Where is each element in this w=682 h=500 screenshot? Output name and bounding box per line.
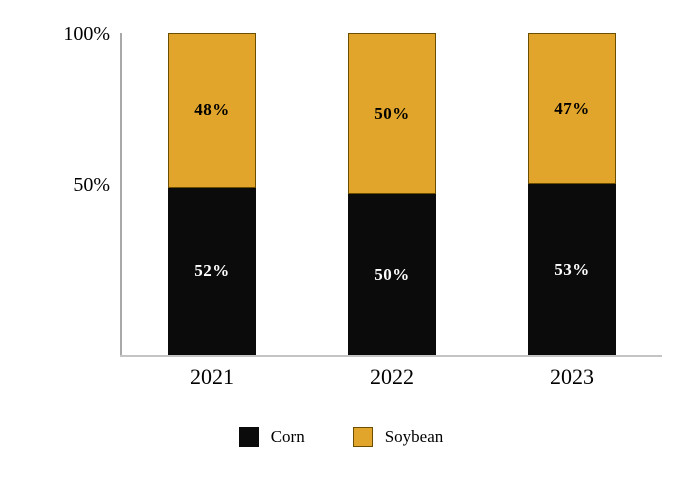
bar-segment-soybean: 50% bbox=[348, 33, 436, 194]
x-axis-labels: 2021 2022 2023 bbox=[122, 364, 662, 390]
legend-label-corn: Corn bbox=[270, 427, 305, 446]
data-label-soybean-2023: 47% bbox=[554, 98, 590, 118]
legend-swatch-soybean bbox=[352, 427, 373, 447]
x-axis-label-2023: 2023 bbox=[550, 364, 594, 389]
legend-item-soybean: Soybean bbox=[352, 427, 444, 447]
y-axis-line bbox=[120, 33, 122, 357]
data-label-soybean-2022: 50% bbox=[374, 103, 410, 123]
bar-2022: 50% 50% bbox=[348, 33, 436, 355]
legend-swatch-corn bbox=[238, 427, 259, 447]
plot-bars: 48% 52% 50% 50% 47% 53% bbox=[122, 33, 662, 355]
bar-segment-soybean: 48% bbox=[168, 33, 256, 188]
legend: Corn Soybean bbox=[0, 427, 682, 447]
bar-segment-corn: 50% bbox=[348, 194, 436, 355]
x-axis-line bbox=[120, 355, 662, 357]
legend-label-soybean: Soybean bbox=[384, 427, 444, 446]
data-label-corn-2022: 50% bbox=[374, 264, 410, 284]
x-axis-label-2021: 2021 bbox=[190, 364, 234, 389]
bar-segment-corn: 53% bbox=[528, 184, 616, 355]
data-label-corn-2021: 52% bbox=[194, 261, 230, 281]
data-label-soybean-2021: 48% bbox=[194, 100, 230, 120]
bar-2021: 48% 52% bbox=[168, 33, 256, 355]
y-axis-tick-50: 50% bbox=[73, 174, 110, 196]
bar-segment-corn: 52% bbox=[168, 187, 256, 355]
bar-2023: 47% 53% bbox=[528, 33, 616, 355]
legend-item-corn: Corn bbox=[238, 427, 305, 447]
data-label-corn-2023: 53% bbox=[554, 259, 590, 279]
bar-segment-soybean: 47% bbox=[528, 33, 616, 185]
x-axis-label-2022: 2022 bbox=[370, 364, 414, 389]
y-axis-tick-100: 100% bbox=[63, 23, 110, 45]
